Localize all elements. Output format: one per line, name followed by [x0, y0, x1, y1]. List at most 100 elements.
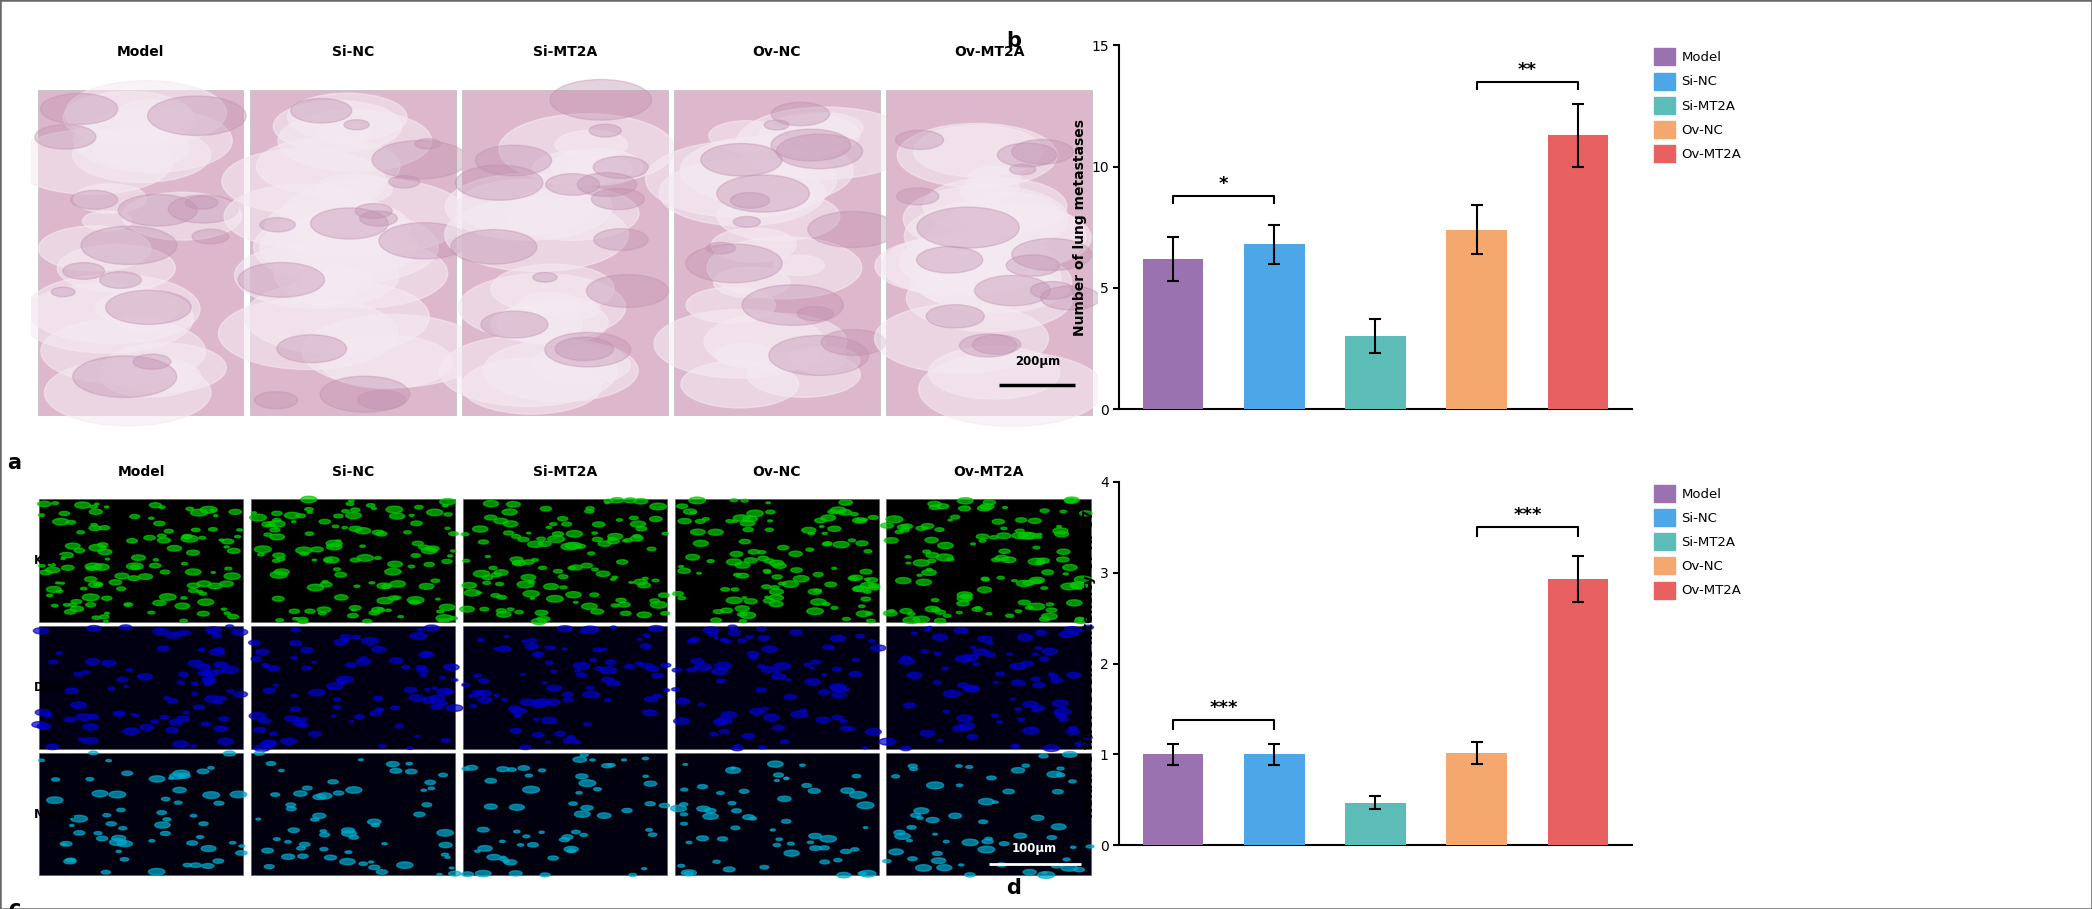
Circle shape — [996, 533, 1010, 538]
Circle shape — [203, 670, 218, 676]
Circle shape — [776, 135, 862, 169]
Circle shape — [213, 662, 228, 668]
Circle shape — [255, 546, 272, 553]
Circle shape — [222, 666, 238, 673]
Circle shape — [841, 849, 851, 854]
Circle shape — [40, 564, 46, 567]
Circle shape — [1023, 533, 1038, 539]
Circle shape — [979, 798, 994, 804]
Circle shape — [82, 226, 178, 265]
Circle shape — [816, 717, 831, 723]
Circle shape — [538, 566, 546, 569]
Circle shape — [103, 596, 113, 600]
Circle shape — [349, 558, 360, 562]
Circle shape — [513, 534, 521, 538]
Circle shape — [766, 502, 770, 504]
Circle shape — [73, 355, 176, 397]
Circle shape — [331, 715, 337, 717]
Circle shape — [1038, 872, 1054, 878]
Circle shape — [916, 207, 1019, 248]
Circle shape — [123, 728, 140, 734]
Circle shape — [207, 632, 215, 634]
Bar — [1345, 803, 1406, 845]
Circle shape — [950, 515, 960, 519]
Circle shape — [985, 642, 994, 644]
Circle shape — [126, 563, 142, 570]
Circle shape — [910, 248, 1061, 308]
Circle shape — [485, 515, 498, 520]
Circle shape — [592, 648, 602, 652]
Circle shape — [594, 229, 649, 251]
Circle shape — [404, 531, 412, 534]
Circle shape — [843, 617, 849, 621]
Circle shape — [446, 704, 462, 712]
Circle shape — [134, 714, 140, 716]
Circle shape — [492, 573, 502, 577]
Circle shape — [408, 747, 412, 749]
Text: ***: *** — [1513, 506, 1542, 524]
Circle shape — [992, 714, 998, 716]
Circle shape — [531, 733, 544, 737]
Circle shape — [356, 528, 370, 534]
Circle shape — [75, 714, 92, 720]
Circle shape — [82, 594, 98, 601]
Circle shape — [778, 796, 791, 802]
Circle shape — [517, 844, 523, 846]
Circle shape — [1071, 632, 1079, 634]
Circle shape — [1040, 657, 1048, 661]
Circle shape — [868, 585, 881, 590]
Circle shape — [255, 649, 270, 654]
Circle shape — [646, 141, 837, 217]
Circle shape — [372, 696, 383, 701]
Circle shape — [607, 764, 615, 766]
Circle shape — [92, 791, 109, 797]
Circle shape — [908, 857, 916, 861]
Circle shape — [387, 561, 402, 567]
Circle shape — [335, 573, 347, 577]
Circle shape — [584, 723, 592, 725]
Circle shape — [1059, 632, 1073, 637]
Circle shape — [540, 506, 552, 511]
Circle shape — [335, 640, 347, 644]
Circle shape — [270, 521, 285, 527]
Circle shape — [228, 614, 238, 619]
Circle shape — [761, 646, 778, 652]
Circle shape — [1025, 606, 1033, 609]
Circle shape — [44, 714, 52, 717]
Circle shape — [868, 640, 874, 642]
Circle shape — [784, 777, 789, 779]
Circle shape — [48, 660, 59, 664]
Circle shape — [538, 616, 550, 622]
Circle shape — [923, 570, 937, 575]
Circle shape — [326, 683, 343, 690]
Circle shape — [1031, 579, 1042, 584]
Circle shape — [496, 609, 506, 613]
Circle shape — [312, 661, 316, 664]
Circle shape — [546, 298, 600, 320]
Circle shape — [339, 634, 351, 639]
Circle shape — [52, 518, 69, 524]
Circle shape — [289, 609, 299, 614]
Circle shape — [542, 682, 548, 684]
Circle shape — [410, 633, 427, 639]
Circle shape — [209, 649, 224, 655]
Circle shape — [1063, 752, 1077, 757]
Circle shape — [801, 527, 816, 533]
Circle shape — [318, 793, 333, 799]
Circle shape — [579, 780, 596, 786]
Circle shape — [504, 860, 517, 864]
Circle shape — [904, 616, 920, 624]
Circle shape — [420, 789, 427, 792]
Circle shape — [789, 551, 801, 556]
Circle shape — [791, 347, 860, 375]
Circle shape — [335, 698, 341, 701]
Circle shape — [1054, 531, 1069, 537]
Circle shape — [117, 841, 132, 846]
Circle shape — [71, 815, 88, 822]
Circle shape — [546, 526, 552, 528]
Circle shape — [149, 775, 165, 782]
Circle shape — [550, 670, 556, 673]
Circle shape — [234, 535, 241, 538]
Circle shape — [456, 165, 544, 200]
Circle shape — [734, 216, 759, 227]
